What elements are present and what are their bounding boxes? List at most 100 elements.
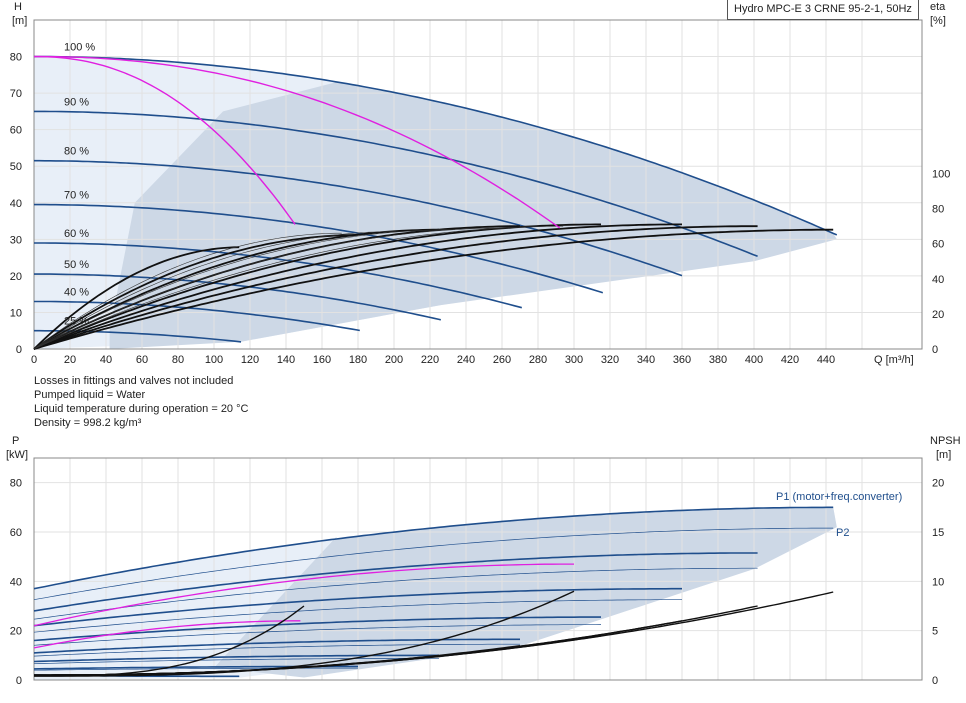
speed-label-3: 70 % <box>64 190 89 202</box>
power-area <box>214 507 837 678</box>
operating-area <box>109 81 837 350</box>
p2-curve-3 <box>33 624 602 646</box>
y-axis-unit-npsh: [m] <box>936 449 951 461</box>
speed-label-0: 100 % <box>64 42 95 54</box>
y-axis-unit-h: [m] <box>12 15 27 27</box>
plot-frame <box>33 19 923 350</box>
x-tick-label: 240 <box>457 354 475 366</box>
x-tick-label: 0 <box>31 354 37 366</box>
eta-curve-7 <box>33 246 240 350</box>
x-tick-label: 200 <box>385 354 403 366</box>
y-tick-label-eta: 20 <box>932 309 944 321</box>
y-axis-label-npsh: NPSH <box>930 435 961 447</box>
speed-label-6: 40 % <box>64 286 89 298</box>
x-tick-label: 280 <box>529 354 547 366</box>
p1-curve-3 <box>33 616 601 642</box>
npsh-steep-curve-1 <box>34 605 305 677</box>
x-tick-label: 380 <box>709 354 727 366</box>
note-density: Density = 998.2 kg/m³ <box>34 417 142 429</box>
speed-label-4: 60 % <box>64 228 89 240</box>
eta-curve-1 <box>33 225 758 350</box>
x-tick-label: 260 <box>493 354 511 366</box>
stage-limit-1-pump <box>34 55 296 225</box>
y-tick-label-npsh: 0 <box>932 675 938 687</box>
y-tick-label-npsh: 20 <box>932 478 944 490</box>
x-tick-label: 360 <box>673 354 691 366</box>
x-tick-label: 320 <box>601 354 619 366</box>
eta-curve-2 <box>33 223 682 350</box>
x-tick-label: 100 <box>205 354 223 366</box>
x-tick-label: 40 <box>100 354 112 366</box>
x-tick-label: 340 <box>637 354 655 366</box>
chart-notes: Losses in fittings and valves not includ… <box>34 374 248 430</box>
y-tick-label-p: 60 <box>10 527 22 539</box>
x-tick-label: 160 <box>313 354 331 366</box>
y-tick-label-eta: 80 <box>932 204 944 216</box>
y-tick-label-npsh: 10 <box>932 576 944 588</box>
y-tick-label-p: 0 <box>16 675 22 687</box>
series-label-p2: P2 <box>836 527 849 539</box>
y-axis-label-h: H <box>14 1 22 13</box>
y-tick-label-h: 0 <box>16 344 22 356</box>
x-tick-label: 300 <box>565 354 583 366</box>
x-tick-label: 80 <box>172 354 184 366</box>
speed-label-5: 50 % <box>64 259 89 271</box>
x-tick-label: 120 <box>241 354 259 366</box>
y-tick-label-p: 20 <box>10 626 22 638</box>
x-tick-label: 400 <box>745 354 763 366</box>
y-axis-unit-p: [kW] <box>6 449 28 461</box>
p2-curve-5 <box>33 657 439 665</box>
eta-curve-0 <box>33 228 834 350</box>
p1-curve-2 <box>33 587 682 627</box>
x-tick-label: 420 <box>781 354 799 366</box>
plot-frame <box>33 457 923 681</box>
x-tick-label: 60 <box>136 354 148 366</box>
y-axis-label-p: P <box>12 435 19 447</box>
p2-curve-0 <box>33 527 834 601</box>
y-tick-label-eta: 0 <box>932 344 938 356</box>
power-limit-2-pumps <box>33 563 574 627</box>
eta-curve-5 <box>33 228 439 350</box>
npsh-steep-curve-0 <box>34 590 575 677</box>
note-liquid: Pumped liquid = Water <box>34 389 146 401</box>
p2-curve-4 <box>33 643 520 657</box>
x-tick-label: 20 <box>64 354 76 366</box>
p1-curve-1 <box>33 552 758 612</box>
x-tick-label: 220 <box>421 354 439 366</box>
p2-curve-1 <box>33 567 758 620</box>
p1-curve-0 <box>33 506 834 590</box>
y-axis-label-eta: eta <box>930 1 946 13</box>
speed-label-7: 25 % <box>64 316 89 328</box>
p2-curve-2 <box>33 599 682 633</box>
y-tick-label-h: 70 <box>10 88 22 100</box>
stage-limit-2-pumps <box>34 55 561 229</box>
hq-curve-4 <box>34 242 523 309</box>
speed-label-1: 90 % <box>64 96 89 108</box>
eta-thin-curve-4 <box>33 225 564 350</box>
hq-curve-2 <box>34 159 683 277</box>
y-tick-label-eta: 60 <box>932 239 944 251</box>
series-label-p1: P1 (motor+freq.converter) <box>776 491 902 503</box>
hq-curve-5 <box>34 273 441 321</box>
y-tick-label-eta: 100 <box>932 169 950 181</box>
eta-thin-curve-3 <box>33 227 510 350</box>
y-tick-label-h: 30 <box>10 234 22 246</box>
y-axis-unit-eta: [%] <box>930 15 946 27</box>
y-tick-label-eta: 40 <box>932 274 944 286</box>
speed-label-2: 80 % <box>64 146 89 158</box>
y-tick-label-h: 60 <box>10 125 22 137</box>
x-axis-label: Q [m³/h] <box>874 354 914 366</box>
eta-thin-curve-1 <box>33 231 396 350</box>
y-tick-label-h: 40 <box>10 198 22 210</box>
chart-title: Hydro MPC-E 3 CRNE 95-2-1, 50Hz <box>727 0 919 20</box>
x-tick-label: 180 <box>349 354 367 366</box>
y-tick-label-h: 20 <box>10 271 22 283</box>
y-tick-label-npsh: 15 <box>932 527 944 539</box>
x-tick-label: 440 <box>817 354 835 366</box>
y-tick-label-h: 10 <box>10 307 22 319</box>
power-limit-1-pump <box>33 620 301 649</box>
hq-curve-0 <box>34 55 838 236</box>
y-tick-label-h: 80 <box>10 52 22 64</box>
hq-curve-3 <box>34 203 604 294</box>
